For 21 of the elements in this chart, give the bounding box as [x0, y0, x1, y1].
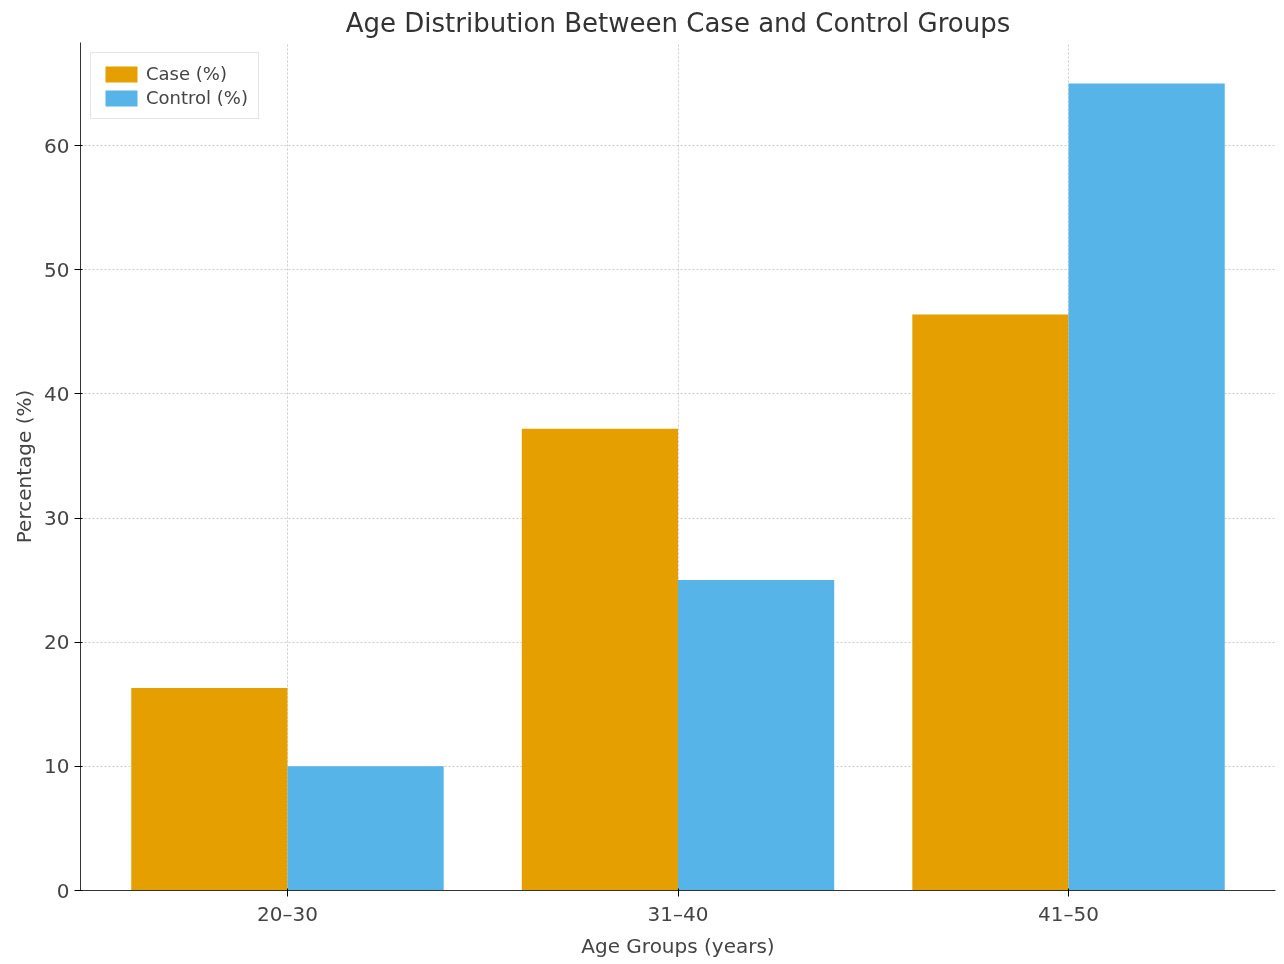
y-tick-label: 10 [44, 754, 70, 779]
legend-label: Case (%) [146, 63, 227, 84]
x-tick-label: 31–40 [647, 901, 709, 926]
y-tick-label: 60 [44, 133, 70, 158]
bar [678, 580, 835, 891]
x-tick-label: 41–50 [1038, 901, 1099, 926]
bar [287, 766, 444, 891]
bar [1068, 83, 1225, 891]
y-tick-label: 40 [44, 381, 70, 406]
bar [912, 314, 1069, 891]
bar [521, 428, 678, 891]
x-axis-title: Age Groups (years) [581, 933, 775, 958]
y-tick-label: 20 [44, 630, 70, 655]
y-axis-title: Percentage (%) [12, 389, 37, 544]
y-tick-label: 0 [56, 878, 70, 903]
bar [131, 688, 288, 891]
x-tick-label: 20–30 [257, 901, 318, 926]
y-tick-label: 30 [44, 506, 70, 531]
y-tick-label: 50 [44, 257, 70, 282]
chart-title: Age Distribution Between Case and Control Groups [345, 7, 1011, 38]
legend-label: Control (%) [146, 87, 248, 108]
